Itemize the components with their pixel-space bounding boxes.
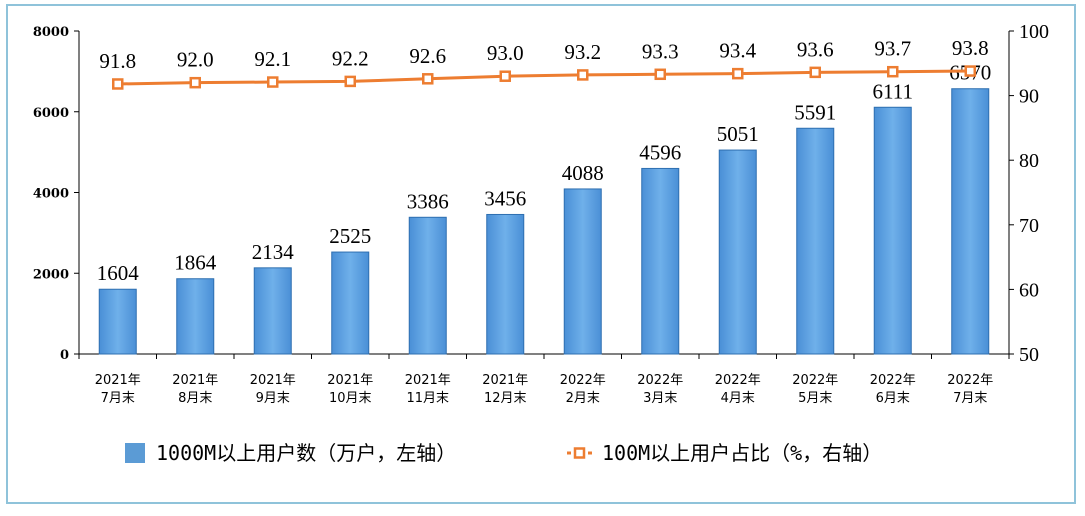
bar [253, 267, 292, 355]
share-marker [422, 73, 434, 85]
left-axis-tick-label: 0 [60, 348, 69, 363]
x-axis-category-month: 8月末 [178, 391, 212, 406]
right-axis-tick-label: 80 [1019, 150, 1039, 172]
x-axis-category-year: 2022年 [792, 373, 838, 388]
x-axis-category-month: 6月末 [876, 391, 910, 406]
share-marker [344, 75, 356, 88]
legend-bar-label: 1000M以上用户数（万户，左轴） [156, 441, 456, 465]
line-value-label: 92.2 [332, 46, 369, 70]
right-axis-tick-label: 60 [1019, 279, 1039, 301]
x-axis-category-year: 2021年 [405, 373, 451, 388]
line-value-label: 93.7 [874, 37, 911, 61]
bar [331, 251, 370, 355]
left-axis-tick-label: 4000 [33, 187, 69, 202]
bar [951, 88, 990, 355]
right-axis-tick-label: 70 [1019, 215, 1039, 237]
share-marker [964, 65, 976, 77]
right-axis-tick-label: 50 [1019, 344, 1039, 366]
legend-bar-swatch [125, 443, 145, 463]
x-axis-category-year: 2022年 [947, 373, 993, 388]
bar-value-label: 1864 [174, 251, 217, 275]
bar [408, 216, 447, 355]
left-axis-tick-label: 8000 [33, 25, 69, 40]
bar [563, 188, 602, 355]
share-line [117, 69, 971, 86]
bar [98, 288, 137, 355]
share-marker [267, 76, 279, 88]
line-value-label: 93.4 [719, 39, 756, 63]
x-axis-category-year: 2022年 [715, 373, 761, 388]
x-axis-category-month: 4月末 [721, 391, 755, 406]
line-value-label: 92.6 [409, 44, 446, 68]
line-value-label: 92.1 [254, 47, 291, 71]
bar-value-label: 5591 [794, 100, 836, 124]
line-value-label: 93.8 [952, 36, 989, 60]
right-axis-tick-label: 100 [1019, 21, 1049, 43]
bar-value-label: 6111 [873, 79, 913, 103]
x-axis-category-year: 2021年 [327, 373, 373, 388]
x-axis-category-year: 2021年 [250, 373, 296, 388]
x-axis-category-year: 2022年 [870, 373, 916, 388]
left-axis-tick-label: 2000 [33, 267, 69, 282]
share-marker [654, 68, 666, 81]
bar [641, 167, 680, 355]
bar-value-label: 3386 [407, 189, 449, 213]
share-marker [499, 70, 511, 82]
bar-value-label: 1604 [97, 261, 140, 285]
share-marker [809, 66, 821, 79]
bar-value-label: 3456 [484, 186, 526, 210]
bar [176, 278, 215, 355]
x-axis-category-year: 2021年 [482, 373, 528, 388]
share-marker [189, 76, 201, 89]
x-axis-category-month: 11月末 [406, 391, 449, 406]
share-marker [112, 78, 124, 90]
line-value-label: 93.6 [797, 37, 834, 61]
x-axis-category-year: 2022年 [560, 373, 606, 388]
bar [873, 106, 912, 355]
x-axis-category-year: 2021年 [172, 373, 218, 388]
x-axis-category-month: 9月末 [256, 391, 290, 406]
left-axis-tick-label: 6000 [33, 106, 69, 121]
x-axis-category-month: 7月末 [953, 391, 987, 406]
share-marker [887, 65, 899, 78]
share-marker [732, 67, 744, 80]
line-value-label: 93.0 [487, 41, 524, 65]
x-axis-category-month: 7月末 [101, 391, 135, 406]
bar-value-label: 5051 [717, 122, 759, 146]
x-axis-category-month: 2月末 [566, 391, 600, 406]
x-axis-category-month: 3月末 [643, 391, 677, 406]
bar-value-label: 2525 [329, 224, 371, 248]
bar-value-label: 2134 [252, 240, 295, 264]
legend-line-label: 100M以上用户占比（%，右轴） [602, 441, 882, 465]
line-value-label: 92.0 [177, 48, 214, 72]
x-axis-category-month: 12月末 [484, 391, 527, 406]
bar [486, 213, 525, 355]
bar [796, 127, 835, 355]
line-value-label: 93.2 [564, 40, 601, 64]
x-axis-category-year: 2022年 [637, 373, 683, 388]
line-value-label: 91.8 [99, 49, 136, 73]
bar-value-label: 4088 [562, 161, 604, 185]
x-axis-category-month: 5月末 [798, 391, 832, 406]
bar [718, 149, 757, 355]
right-axis-tick-label: 90 [1019, 86, 1039, 108]
bar-value-label: 4596 [639, 140, 681, 164]
legend-line-marker [573, 447, 586, 459]
x-axis-category-month: 10月末 [329, 391, 372, 406]
x-axis-category-year: 2021年 [95, 373, 141, 388]
share-marker [577, 69, 589, 81]
line-value-label: 93.3 [642, 39, 679, 63]
